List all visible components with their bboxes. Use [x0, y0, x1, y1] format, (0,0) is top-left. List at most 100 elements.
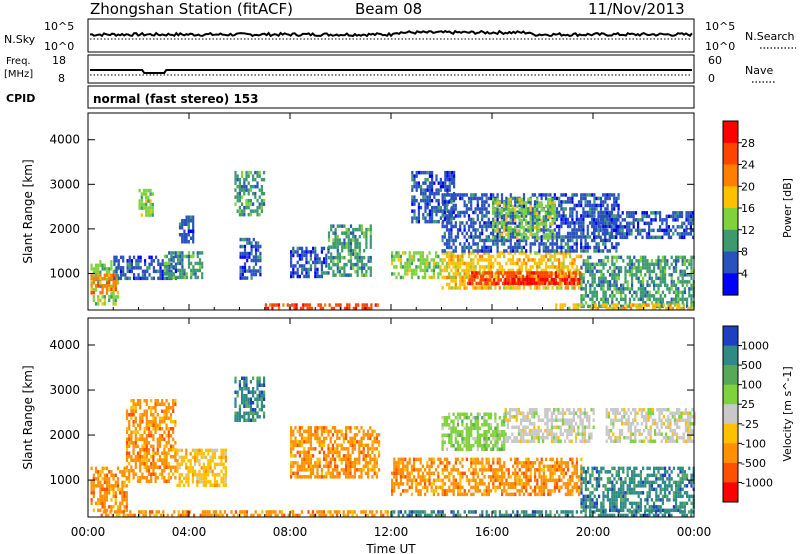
- data-cell: [170, 251, 173, 255]
- data-cell: [112, 473, 115, 478]
- data-cell: [263, 198, 266, 203]
- data-cell: [511, 228, 515, 232]
- data-cell: [143, 437, 146, 441]
- data-cell: [338, 471, 341, 476]
- data-cell: [145, 469, 148, 473]
- data-cell: [635, 276, 638, 281]
- data-cell: [536, 218, 539, 223]
- data-cell: [631, 283, 634, 288]
- data-cell: [481, 231, 484, 236]
- data-cell: [161, 437, 164, 441]
- data-cell: [580, 238, 583, 243]
- data-cell: [360, 262, 364, 267]
- data-cell: [254, 241, 258, 245]
- data-cell: [338, 443, 341, 448]
- data-cell: [478, 258, 482, 262]
- data-cell: [194, 272, 197, 276]
- data-cell: [428, 202, 431, 206]
- data-cell: [528, 271, 531, 275]
- data-cell: [512, 274, 516, 279]
- data-cell: [338, 436, 341, 441]
- data-cell: [149, 202, 152, 207]
- data-cell: [179, 261, 182, 266]
- data-cell: [299, 306, 303, 311]
- data-cell: [655, 259, 658, 263]
- data-cell: [525, 201, 528, 205]
- data-cell: [247, 404, 250, 408]
- data-cell: [456, 214, 460, 218]
- data-cell: [517, 281, 520, 286]
- data-cell: [633, 262, 636, 267]
- data-cell: [305, 468, 308, 472]
- data-cell: [478, 231, 482, 236]
- data-cell: [320, 274, 323, 279]
- data-cell: [511, 208, 514, 212]
- data-cell: [450, 254, 453, 259]
- data-cell: [516, 200, 519, 204]
- data-cell: [331, 471, 334, 476]
- data-cell: [530, 274, 533, 279]
- data-cell: [518, 215, 521, 219]
- data-cell: [442, 181, 445, 185]
- data-cell: [631, 266, 634, 270]
- data-cell: [123, 470, 126, 474]
- data-cell: [307, 433, 310, 437]
- data-cell: [338, 224, 342, 228]
- data-cell: [224, 459, 227, 463]
- data-cell: [90, 281, 93, 285]
- data-cell: [139, 465, 142, 469]
- data-cell: [176, 483, 179, 488]
- data-cell: [511, 258, 515, 262]
- data-cell: [665, 214, 668, 219]
- data-cell: [551, 254, 554, 259]
- data-cell: [571, 214, 574, 218]
- data-cell: [375, 440, 378, 444]
- data-cell: [101, 484, 104, 488]
- data-cell: [187, 483, 190, 488]
- data-cell: [94, 284, 98, 288]
- data-cell: [628, 221, 631, 226]
- data-cell: [483, 207, 486, 211]
- data-cell: [492, 193, 495, 197]
- data-cell: [657, 276, 660, 281]
- data-cell: [505, 225, 508, 230]
- data-cell: [364, 471, 367, 476]
- data-cell: [533, 218, 536, 223]
- data-cell: [347, 231, 350, 235]
- data-cell: [147, 479, 151, 483]
- data-cell: [509, 238, 512, 243]
- data-cell: [677, 297, 680, 302]
- data-cell: [329, 464, 332, 469]
- data-cell: [367, 436, 370, 441]
- data-cell: [474, 265, 477, 269]
- data-cell: [531, 214, 534, 218]
- data-cell: [538, 265, 541, 269]
- data-cell: [163, 430, 166, 434]
- data-cell: [301, 461, 304, 465]
- data-cell: [169, 413, 173, 417]
- data-cell: [555, 242, 559, 246]
- data-cell: [363, 306, 366, 311]
- data-cell: [187, 473, 190, 477]
- data-cell: [338, 252, 342, 256]
- data-cell: [373, 429, 376, 434]
- data-cell: [343, 266, 346, 270]
- data-cell: [544, 232, 547, 237]
- data-cell: [360, 450, 363, 455]
- data-cell: [154, 402, 157, 406]
- data-cell: [551, 261, 554, 266]
- data-cell: [172, 465, 175, 469]
- data-cell: [163, 402, 166, 406]
- data-cell: [185, 466, 188, 470]
- data-cell: [194, 455, 197, 460]
- data-cell: [360, 443, 363, 448]
- data-cell: [536, 238, 539, 243]
- data-cell: [254, 258, 258, 263]
- data-cell: [154, 416, 157, 420]
- data-cell: [569, 238, 572, 243]
- data-cell: [362, 454, 365, 458]
- data-cell: [639, 228, 642, 233]
- data-cell: [494, 201, 497, 205]
- data-cell: [677, 280, 680, 284]
- data-cell: [591, 210, 594, 215]
